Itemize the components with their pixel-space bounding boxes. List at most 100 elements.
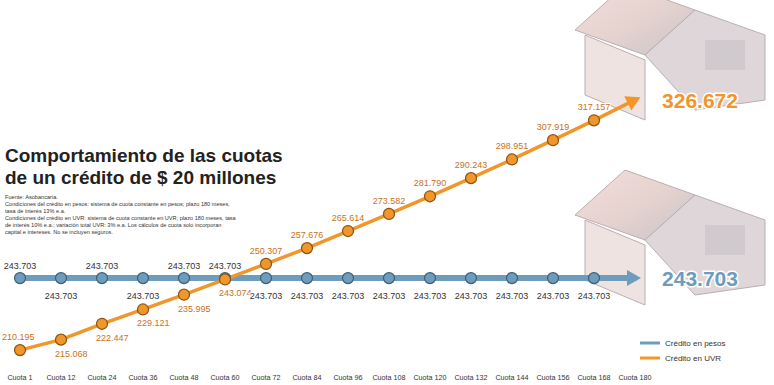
house-side [645, 195, 765, 295]
x-tick-label: Cuota 1 [7, 373, 32, 382]
notes: Fuente: Asobancaria.Condiciones del créd… [5, 194, 237, 236]
data-labels: 243.703 210.195 243.703 215.068 243.703 222.4… [2, 89, 738, 359]
house-window [705, 40, 745, 70]
x-tick-label: Cuota 72 [251, 373, 280, 382]
data-point [425, 273, 436, 284]
data-label: 243.703 [291, 291, 324, 301]
data-point [548, 135, 559, 146]
data-point [179, 289, 190, 300]
data-label: 243.703 [496, 291, 529, 301]
data-label: 243.703 [4, 261, 37, 271]
x-tick-label: Cuota 48 [169, 373, 198, 382]
data-point [302, 243, 313, 254]
data-point [56, 334, 67, 345]
x-tick-label: Cuota 24 [87, 373, 116, 382]
data-label: 243.703 [250, 291, 283, 301]
data-point [466, 273, 477, 284]
data-point [261, 273, 272, 284]
x-axis: Cuota 1 Cuota 12 Cuota 24 Cuota 36 Cuota 48 C… [7, 373, 651, 382]
x-tick-label: Cuota 96 [333, 373, 362, 382]
data-label: 298.951 [496, 141, 529, 151]
data-point [179, 273, 190, 284]
chart-svg: Comportamiento de las cuotasde un crédit… [0, 0, 774, 385]
annotation: Condiciones del crédito en UVR: sistema … [5, 215, 237, 236]
data-point [589, 273, 600, 284]
data-point [97, 318, 108, 329]
data-point [261, 258, 272, 269]
data-label: 229.121 [137, 318, 170, 328]
data-label: 243.703 [373, 291, 406, 301]
data-point [56, 273, 67, 284]
data-label: 307.919 [537, 122, 570, 132]
data-point [507, 154, 518, 165]
title-line: Comportamiento de las cuotas [5, 145, 283, 166]
legend-swatch [640, 357, 660, 360]
data-point [343, 273, 354, 284]
data-label: 243.703 [455, 291, 488, 301]
house-window [705, 225, 745, 255]
data-point [138, 304, 149, 315]
annotation: Condiciones del crédito en pesos: sistem… [5, 201, 237, 215]
series-line [20, 275, 635, 281]
chart-container: Comportamiento de las cuotasde un crédit… [0, 0, 774, 385]
data-label: 250.307 [250, 246, 283, 256]
x-tick-label: Cuota 12 [46, 373, 75, 382]
data-label: 235.995 [178, 304, 211, 314]
x-tick-label: Cuota 156 [536, 373, 569, 382]
data-label: 243.074 [219, 288, 252, 298]
legend-label: Crédito en UVR [665, 354, 721, 363]
end-label: 243.703 [662, 267, 738, 290]
data-label: 265.614 [332, 213, 365, 223]
data-point [507, 273, 518, 284]
x-tick-label: Cuota 36 [128, 373, 157, 382]
data-label: 243.703 [45, 291, 78, 301]
data-label: 273.582 [373, 196, 406, 206]
data-label: 281.790 [414, 178, 447, 188]
title: Comportamiento de las cuotasde un crédit… [5, 145, 283, 188]
data-point [97, 273, 108, 284]
title-line: de un crédito de $ 20 millones [5, 167, 276, 188]
x-tick-label: Cuota 132 [454, 373, 487, 382]
legend: Crédito en pesos Crédito en UVR [640, 339, 725, 363]
data-point [15, 345, 26, 356]
houses [575, 0, 765, 305]
legend-label: Crédito en pesos [665, 339, 725, 348]
data-point [15, 273, 26, 284]
data-point [425, 191, 436, 202]
data-label: 243.703 [414, 291, 447, 301]
data-label: 215.068 [55, 349, 88, 359]
data-label: 210.195 [2, 332, 35, 342]
data-label: 243.703 [332, 291, 365, 301]
x-tick-label: Cuota 84 [292, 373, 321, 382]
data-point [138, 273, 149, 284]
x-tick-label: Cuota 120 [413, 373, 446, 382]
data-label: 243.703 [209, 261, 242, 271]
x-tick-label: Cuota 108 [372, 373, 405, 382]
data-label: 243.703 [86, 261, 119, 271]
data-point [589, 115, 600, 126]
data-point [220, 274, 231, 285]
data-label: 243.703 [168, 261, 201, 271]
data-label: 222.447 [96, 333, 129, 343]
data-label: 257.676 [291, 230, 324, 240]
data-point [302, 273, 313, 284]
x-tick-label: Cuota 144 [495, 373, 528, 382]
data-point [343, 226, 354, 237]
data-label: 317.157 [578, 102, 611, 112]
x-tick-label: Cuota 168 [577, 373, 610, 382]
x-tick-label: Cuota 180 [618, 373, 651, 382]
data-label: 243.703 [127, 291, 160, 301]
data-label: 243.703 [578, 291, 611, 301]
arrowhead [624, 96, 640, 110]
end-label: 326.672 [662, 89, 738, 112]
data-label: 290.243 [455, 160, 488, 170]
data-point [548, 273, 559, 284]
annotation: Fuente: Asobancaria. [5, 194, 237, 201]
data-point [384, 208, 395, 219]
arrowhead [627, 270, 641, 286]
data-label: 243.703 [537, 291, 570, 301]
data-point [384, 273, 395, 284]
x-tick-label: Cuota 60 [210, 373, 239, 382]
data-point [466, 173, 477, 184]
legend-swatch [640, 342, 660, 345]
